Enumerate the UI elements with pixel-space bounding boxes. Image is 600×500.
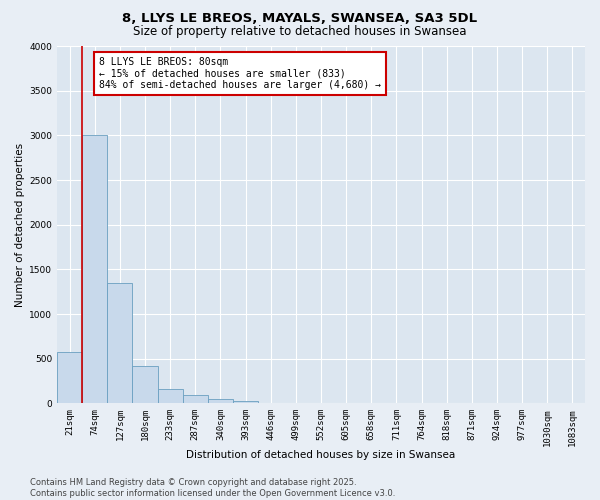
Bar: [208, 399, 233, 404]
Y-axis label: Number of detached properties: Number of detached properties: [15, 142, 25, 306]
Bar: [158, 389, 183, 404]
Text: Contains HM Land Registry data © Crown copyright and database right 2025.
Contai: Contains HM Land Registry data © Crown c…: [30, 478, 395, 498]
Bar: [107, 282, 133, 404]
Bar: [233, 400, 258, 404]
Bar: [82, 136, 107, 404]
Text: 8 LLYS LE BREOS: 80sqm
← 15% of detached houses are smaller (833)
84% of semi-de: 8 LLYS LE BREOS: 80sqm ← 15% of detached…: [99, 56, 381, 90]
Bar: [183, 395, 208, 404]
Bar: [133, 366, 158, 404]
Bar: [57, 352, 82, 404]
X-axis label: Distribution of detached houses by size in Swansea: Distribution of detached houses by size …: [187, 450, 455, 460]
Text: 8, LLYS LE BREOS, MAYALS, SWANSEA, SA3 5DL: 8, LLYS LE BREOS, MAYALS, SWANSEA, SA3 5…: [122, 12, 478, 26]
Text: Size of property relative to detached houses in Swansea: Size of property relative to detached ho…: [133, 25, 467, 38]
